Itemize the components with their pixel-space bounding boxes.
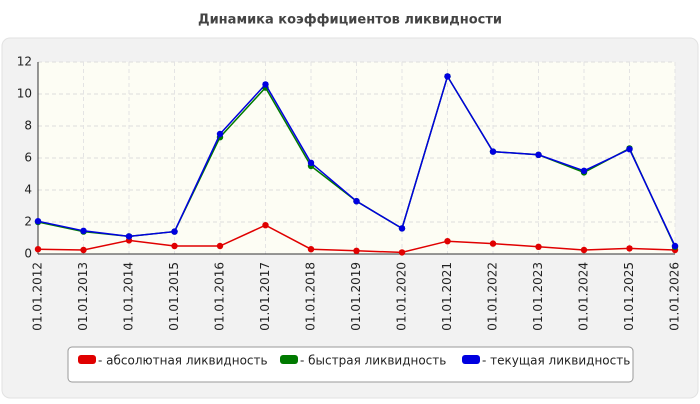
x-tick-label: 01.01.2018: [304, 262, 318, 331]
y-tick-label: 4: [24, 183, 32, 197]
data-point: [398, 249, 406, 256]
data-point: [34, 246, 42, 253]
x-tick-label: 01.01.2012: [31, 262, 45, 331]
x-tick-label: 01.01.2019: [349, 262, 363, 331]
legend-label: - быстрая ликвидность: [300, 354, 446, 368]
x-tick-label: 01.01.2026: [668, 262, 682, 331]
x-tick-label: 01.01.2016: [213, 262, 227, 331]
data-point: [216, 242, 224, 250]
x-tick-label: 01.01.2014: [122, 262, 136, 331]
data-point: [171, 242, 178, 250]
x-tick-label: 01.01.2021: [440, 262, 454, 331]
data-point: [353, 247, 360, 254]
data-point: [580, 167, 588, 174]
data-point: [444, 238, 451, 245]
x-tick-label: 01.01.2013: [76, 262, 90, 331]
data-point: [80, 227, 87, 234]
x-tick-label: 01.01.2015: [167, 262, 181, 331]
y-tick-label: 0: [24, 247, 32, 261]
x-tick-label: 01.01.2025: [622, 262, 636, 331]
data-point: [353, 198, 360, 205]
data-point: [216, 130, 224, 138]
legend-label: - текущая ликвидность: [482, 354, 630, 368]
data-point: [307, 246, 315, 253]
data-point: [535, 151, 542, 158]
x-tick-label: 01.01.2017: [258, 262, 272, 331]
data-point: [80, 246, 87, 254]
data-point: [671, 242, 679, 250]
legend-box: [67, 346, 634, 383]
y-tick-label: 6: [24, 151, 32, 165]
x-tick-label: 01.01.2020: [395, 262, 409, 331]
x-tick-label: 01.01.2022: [486, 262, 500, 331]
y-tick-label: 10: [17, 87, 32, 101]
data-point: [307, 159, 315, 166]
y-tick-label: 12: [17, 55, 32, 69]
x-tick-label: 01.01.2023: [531, 262, 545, 331]
data-point: [171, 228, 178, 235]
data-point: [580, 246, 588, 254]
data-point: [125, 233, 133, 240]
data-point: [535, 243, 542, 250]
legend-label: - абсолютная ликвидность: [98, 354, 268, 368]
data-point: [489, 240, 497, 247]
data-point: [626, 245, 633, 252]
data-point: [398, 225, 406, 232]
x-tick-label: 01.01.2024: [577, 262, 591, 331]
data-point: [489, 148, 497, 155]
data-point: [626, 146, 633, 153]
legend-marker: [280, 355, 298, 364]
y-tick-label: 8: [24, 119, 32, 133]
data-point: [262, 222, 269, 229]
data-point: [262, 81, 269, 88]
data-point: [444, 73, 451, 80]
legend-marker: [462, 355, 480, 364]
legend-marker: [78, 355, 96, 364]
chart-title: Динамика коэффициентов ликвидности: [198, 13, 502, 28]
data-point: [34, 218, 42, 225]
y-tick-label: 2: [24, 215, 32, 229]
